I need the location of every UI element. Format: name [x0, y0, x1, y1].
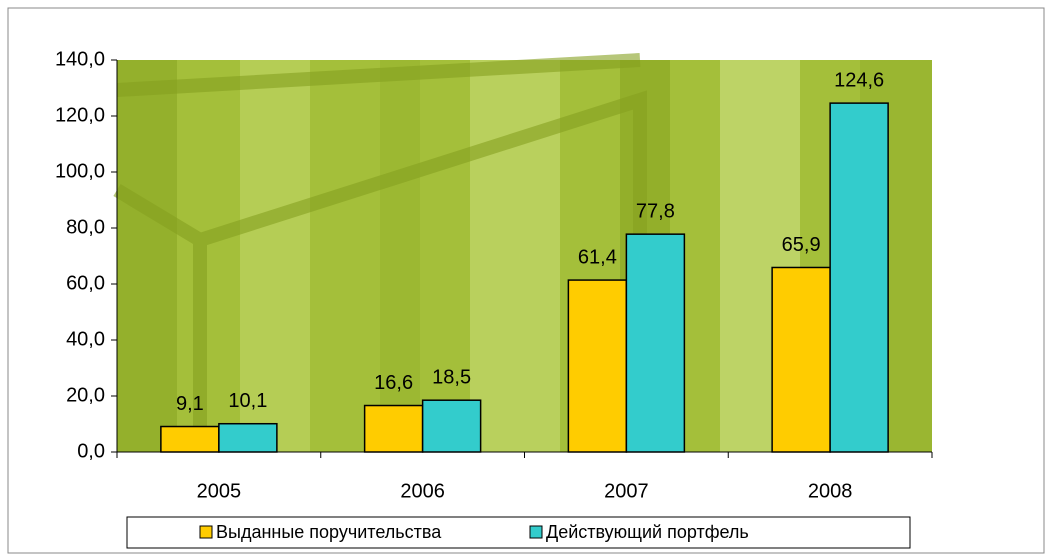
bar: [771, 266, 831, 453]
bar: [567, 279, 628, 453]
legend-label: Выданные поручительства: [216, 522, 442, 542]
value-label: 65,9: [782, 234, 821, 256]
value-label: 16,6: [374, 372, 413, 394]
y-tick-label: 40,0: [66, 328, 105, 350]
plot-background: [113, 53, 932, 452]
y-tick-label: 0,0: [77, 440, 105, 462]
y-tick-label: 140,0: [55, 48, 105, 70]
bar: [625, 233, 686, 453]
bar: [829, 102, 889, 453]
value-label: 18,5: [432, 366, 471, 388]
y-tick-label: 120,0: [55, 104, 105, 126]
bar: [160, 425, 220, 453]
x-tick-label: 2005: [197, 480, 242, 502]
bar: [421, 399, 482, 453]
bar: [218, 422, 278, 453]
x-tick-label: 2007: [604, 480, 649, 502]
legend-box: [126, 516, 911, 549]
bar: [363, 404, 424, 453]
legend-swatch: [199, 525, 213, 539]
x-tick-label: 2006: [400, 480, 445, 502]
value-label: 61,4: [578, 246, 617, 268]
legend-swatch: [529, 525, 543, 539]
value-label: 124,6: [834, 69, 884, 91]
value-label: 9,1: [176, 393, 204, 415]
y-tick-label: 60,0: [66, 272, 105, 294]
y-tick-label: 80,0: [66, 216, 105, 238]
value-label: 77,8: [636, 200, 675, 222]
x-tick-label: 2008: [808, 480, 853, 502]
y-tick-label: 100,0: [55, 160, 105, 182]
y-tick-label: 20,0: [66, 384, 105, 406]
legend-label: Действующий портфель: [546, 522, 749, 542]
value-label: 10,1: [228, 390, 267, 412]
